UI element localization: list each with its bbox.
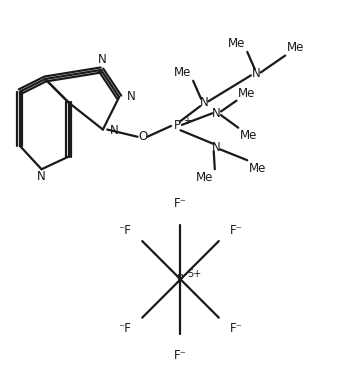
Text: F⁻: F⁻ (174, 349, 187, 362)
Text: N: N (110, 124, 119, 137)
Text: N: N (127, 90, 136, 103)
Text: Me: Me (228, 37, 245, 50)
Text: O: O (138, 130, 147, 143)
Text: F⁻: F⁻ (174, 197, 187, 210)
Text: Me: Me (174, 66, 191, 79)
Text: P: P (173, 119, 180, 132)
Text: N: N (37, 170, 46, 183)
Text: ⁻F: ⁻F (119, 224, 131, 237)
Text: N: N (200, 96, 208, 109)
Text: N: N (252, 67, 261, 80)
Text: Me: Me (196, 171, 213, 184)
Text: N: N (212, 141, 221, 154)
Text: F⁻: F⁻ (230, 322, 242, 335)
Text: +: + (183, 116, 191, 126)
Text: F⁻: F⁻ (230, 224, 242, 237)
Text: Me: Me (287, 41, 304, 54)
Text: P: P (177, 273, 184, 286)
Text: N: N (97, 53, 106, 66)
Text: ⁻F: ⁻F (119, 322, 131, 335)
Text: N: N (212, 107, 221, 120)
Text: 5+: 5+ (187, 269, 201, 279)
Text: Me: Me (238, 86, 256, 99)
Text: Me: Me (240, 129, 257, 142)
Text: Me: Me (249, 162, 266, 175)
